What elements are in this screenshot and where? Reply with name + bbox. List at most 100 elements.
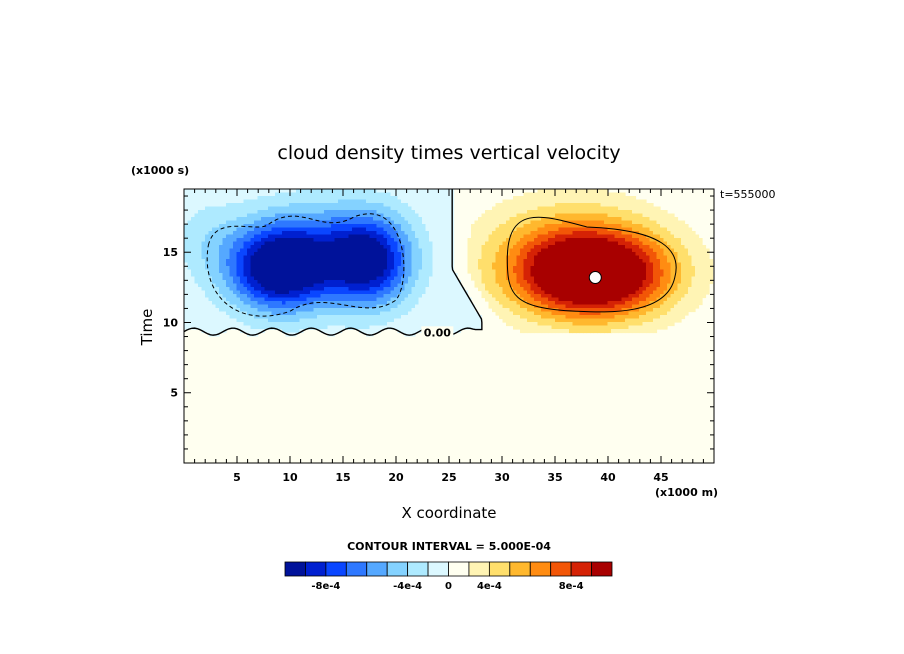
field-cell xyxy=(569,304,574,309)
field-cell xyxy=(439,290,444,295)
field-cell xyxy=(530,213,535,218)
field-cell xyxy=(600,213,605,218)
field-cell xyxy=(642,203,647,208)
field-cell xyxy=(607,304,612,309)
field-cell xyxy=(250,294,255,299)
field-cell xyxy=(380,234,385,239)
field-cell xyxy=(184,273,189,278)
field-cell xyxy=(362,297,367,302)
field-cell xyxy=(324,203,329,208)
field-cell xyxy=(194,262,199,267)
field-cell xyxy=(184,262,189,267)
field-cell xyxy=(408,252,413,257)
field-cell xyxy=(649,297,654,302)
field-cell xyxy=(390,294,395,299)
field-cell xyxy=(446,245,451,250)
field-cell xyxy=(362,203,367,208)
field-cell xyxy=(607,231,612,236)
field-cell xyxy=(317,311,322,316)
field-cell xyxy=(275,308,280,313)
field-cell xyxy=(478,280,483,285)
field-cell xyxy=(425,224,430,229)
field-cell xyxy=(527,248,532,253)
field-cell xyxy=(621,227,626,232)
field-cell xyxy=(443,189,448,194)
field-cell xyxy=(222,231,227,236)
field-cell xyxy=(376,252,381,257)
field-cell xyxy=(488,262,493,267)
field-cell xyxy=(600,224,605,229)
field-cell xyxy=(653,287,658,292)
field-cell xyxy=(695,287,700,292)
field-cell xyxy=(264,224,269,229)
field-cell xyxy=(264,238,269,243)
field-cell xyxy=(667,241,672,246)
field-cell xyxy=(271,304,276,309)
field-cell xyxy=(432,234,437,239)
field-cell xyxy=(418,304,423,309)
field-cell xyxy=(625,206,630,211)
field-cell xyxy=(355,311,360,316)
field-cell xyxy=(380,227,385,232)
field-cell xyxy=(443,192,448,197)
field-cell xyxy=(233,231,238,236)
field-cell xyxy=(621,210,626,215)
field-cell xyxy=(446,206,451,211)
field-cell xyxy=(250,220,255,225)
field-cell xyxy=(684,276,689,281)
field-cell xyxy=(677,220,682,225)
field-cell xyxy=(394,269,399,274)
field-cell xyxy=(600,294,605,299)
field-cell xyxy=(408,248,413,253)
field-cell xyxy=(397,199,402,204)
field-cell xyxy=(411,241,416,246)
field-cell xyxy=(334,301,339,306)
field-cell xyxy=(674,259,679,264)
field-cell xyxy=(621,304,626,309)
field-cell xyxy=(380,252,385,257)
field-cell xyxy=(397,213,402,218)
field-cell xyxy=(691,290,696,295)
field-cell xyxy=(656,234,661,239)
field-cell xyxy=(338,231,343,236)
field-cell xyxy=(233,227,238,232)
field-cell xyxy=(226,217,231,222)
field-cell xyxy=(355,206,360,211)
field-cell xyxy=(558,280,563,285)
field-cell xyxy=(481,262,486,267)
field-cell xyxy=(555,259,560,264)
field-cell xyxy=(222,273,227,278)
field-cell xyxy=(460,297,465,302)
field-cell xyxy=(597,217,602,222)
field-cell xyxy=(275,280,280,285)
field-cell xyxy=(656,227,661,232)
field-cell xyxy=(404,273,409,278)
field-cell xyxy=(215,206,220,211)
field-cell xyxy=(502,227,507,232)
field-cell xyxy=(642,210,647,215)
field-cell xyxy=(569,217,574,222)
field-cell xyxy=(670,220,675,225)
field-cell xyxy=(509,255,514,260)
field-cell xyxy=(446,210,451,215)
field-cell xyxy=(243,290,248,295)
field-cell xyxy=(292,266,297,271)
field-cell xyxy=(635,248,640,253)
field-cell xyxy=(222,276,227,281)
field-cell xyxy=(313,206,318,211)
field-cell xyxy=(579,308,584,313)
field-cell xyxy=(215,220,220,225)
field-cell xyxy=(415,308,420,313)
field-cell xyxy=(362,220,367,225)
field-cell xyxy=(194,220,199,225)
field-cell xyxy=(226,311,231,316)
field-cell xyxy=(520,287,525,292)
field-cell xyxy=(369,311,374,316)
field-cell xyxy=(614,196,619,201)
field-cell xyxy=(593,255,598,260)
field-cell xyxy=(583,297,588,302)
field-cell xyxy=(705,290,710,295)
field-cell xyxy=(478,241,483,246)
field-cell xyxy=(562,311,567,316)
field-cell xyxy=(390,192,395,197)
